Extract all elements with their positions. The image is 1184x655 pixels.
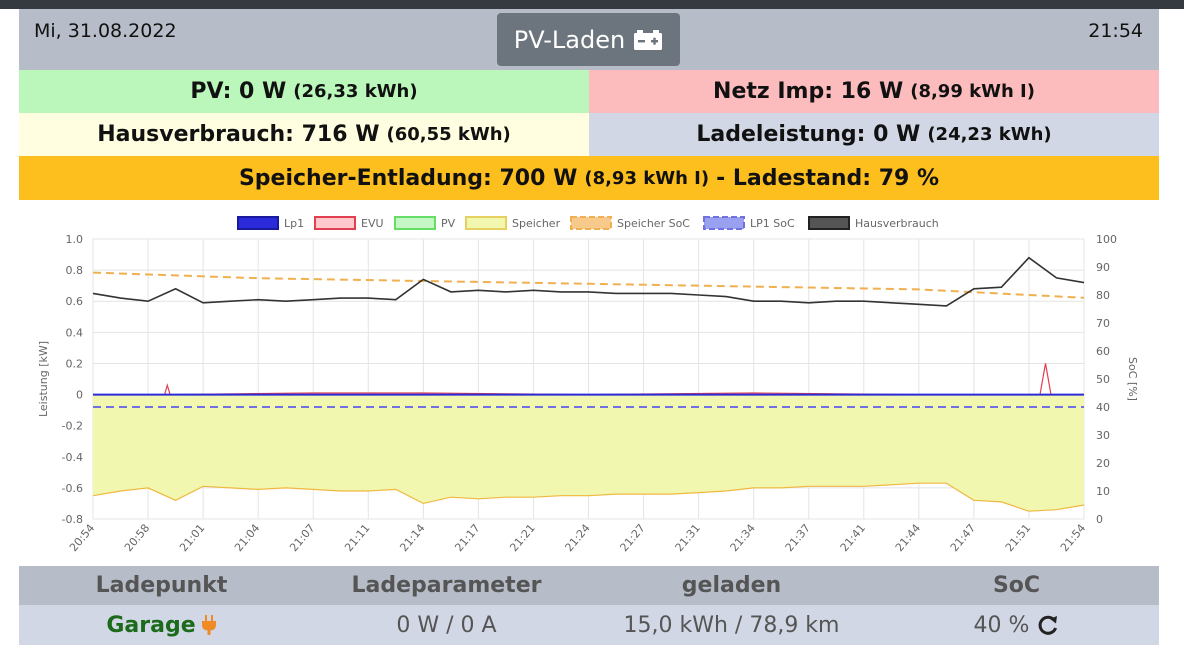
x-tick-label: 21:11	[342, 522, 372, 555]
grid-power: Netz Imp: 16 W	[713, 79, 904, 104]
table-row[interactable]: Garage 0 W / 0 A 15,0 kWh / 78,9 km 40 %	[19, 605, 1159, 645]
header: Mi, 31.08.2022 PV-Laden 21:54	[19, 9, 1159, 70]
power-chart-svg: 1.0 0.8 0.6 0.4 0.2 0 -0.2 -0.4 -0.6 -0.820:54 20:…	[37, 216, 1139, 555]
plug-icon	[201, 615, 216, 635]
y-tick-label: 1.0	[66, 233, 84, 246]
y2-tick-label: 90	[1096, 261, 1110, 274]
x-tick-label: 21:44	[893, 522, 923, 555]
top-bar	[0, 0, 1184, 9]
legend-swatch	[570, 216, 612, 230]
x-tick-label: 21:31	[673, 522, 703, 555]
x-tick-label: 21:17	[452, 522, 482, 555]
legend-label: Speicher	[512, 217, 561, 230]
legend-swatch	[394, 216, 436, 230]
x-tick-label: 20:54	[67, 522, 97, 555]
series-speicher-line	[92, 482, 1085, 512]
x-tick-label: 21:14	[397, 522, 427, 555]
grid-energy: (8,99 kWh I)	[910, 81, 1035, 102]
chargepoint-table-header: Ladepunkt Ladeparameter geladen SoC	[19, 566, 1159, 605]
legend-swatch	[237, 216, 279, 230]
y-tick-label: -0.4	[62, 451, 83, 464]
legend-swatch	[808, 216, 850, 230]
x-tick-label: 21:24	[562, 522, 592, 555]
y-tick-label: 0.6	[66, 295, 84, 308]
header-soc: SoC	[992, 573, 1041, 598]
legend-label: EVU	[361, 217, 384, 230]
y-tick-label: -0.6	[62, 482, 83, 495]
legend-label: Speicher SoC	[617, 217, 690, 230]
vehicle-soc: 40 %	[973, 612, 1030, 638]
header-parameters: Ladeparameter	[351, 573, 542, 598]
charging-power: Ladeleistung: 0 W	[696, 122, 921, 147]
pv-power: PV: 0 W	[190, 79, 287, 104]
y-axis-title: Leistung [kW]	[37, 341, 50, 417]
house-consumption-status: Hausverbrauch: 716 W (60,55 kWh)	[19, 113, 589, 156]
y-tick-label: 0.2	[66, 357, 84, 370]
y-tick-label: 0.4	[66, 326, 84, 339]
grid-status: Netz Imp: 16 W (8,99 kWh I)	[589, 70, 1159, 113]
x-tick-label: 21:21	[507, 522, 537, 555]
x-tick-label: 21:07	[287, 522, 317, 555]
y2-axis-title: SoC [%]	[1126, 357, 1139, 401]
legend-swatch	[703, 216, 745, 230]
header-chargepoint: Ladepunkt	[95, 573, 228, 598]
storage-status: Speicher-Entladung: 700 W (8,93 kWh I) - L…	[19, 156, 1159, 200]
series-hausverbrauch-line	[92, 256, 1085, 307]
x-tick-label: 21:01	[177, 522, 207, 555]
charge-parameters: 0 W / 0 A	[396, 612, 497, 638]
x-tick-label: 21:37	[783, 522, 813, 555]
legend-label: LP1 SoC	[750, 217, 795, 230]
y2-tick-label: 100	[1096, 233, 1117, 246]
x-tick-label: 21:41	[838, 522, 868, 555]
y-tick-label: -0.2	[62, 420, 83, 433]
x-tick-label: 21:54	[1058, 522, 1088, 555]
legend-label: Hausverbrauch	[855, 217, 939, 230]
y2-tick-label: 0	[1096, 513, 1103, 526]
storage-power: Speicher-Entladung: 700 W	[238, 165, 578, 191]
y2-tick-label: 80	[1096, 289, 1110, 302]
power-chart: 1.0 0.8 0.6 0.4 0.2 0 -0.2 -0.4 -0.6 -0.8 20:54 20:…	[19, 206, 1159, 561]
legend-label: Lp1	[284, 217, 304, 230]
x-tick-label: 21:51	[1003, 522, 1033, 555]
storage-energy: (8,93 kWh I)	[584, 167, 710, 189]
charged-amount: 15,0 kWh / 78,9 km	[623, 612, 840, 638]
pv-energy: (26,33 kWh)	[293, 81, 418, 102]
house-power: Hausverbrauch: 716 W	[97, 122, 380, 147]
y2-tick-label: 30	[1096, 429, 1110, 442]
chargepoint-name[interactable]: Garage	[106, 612, 196, 638]
charge-mode-label: PV-Laden	[513, 25, 626, 54]
header-charged: geladen	[681, 573, 782, 598]
charging-power-status: Ladeleistung: 0 W (24,23 kWh)	[589, 113, 1159, 156]
y2-tick-label: 10	[1096, 485, 1110, 498]
y-tick-label: -0.8	[62, 513, 83, 526]
charge-mode-button[interactable]: PV-Laden	[497, 13, 680, 66]
y2-tick-label: 60	[1096, 345, 1110, 358]
series-speicher-soc-line	[92, 271, 1085, 299]
y-tick-label: 0	[76, 389, 83, 402]
legend-label: PV	[441, 217, 456, 230]
house-energy: (60,55 kWh)	[386, 124, 511, 145]
charging-energy: (24,23 kWh)	[927, 124, 1052, 145]
pv-status: PV: 0 W (26,33 kWh)	[19, 70, 589, 113]
refresh-icon[interactable]	[1037, 614, 1059, 636]
y2-tick-label: 40	[1096, 401, 1110, 414]
x-tick-label: 21:47	[948, 522, 978, 555]
storage-soc: - Ladestand: 79 %	[716, 165, 940, 191]
legend-swatch	[465, 216, 507, 230]
x-tick-label: 20:58	[122, 522, 152, 555]
series-speicher-area	[93, 394, 1084, 512]
x-tick-label: 21:27	[618, 522, 648, 555]
y2-tick-label: 20	[1096, 457, 1110, 470]
x-tick-label: 21:34	[728, 522, 758, 555]
y2-tick-label: 50	[1096, 373, 1110, 386]
y-tick-label: 0.8	[66, 264, 84, 277]
x-tick-label: 21:04	[232, 522, 262, 555]
y2-tick-label: 70	[1096, 317, 1110, 330]
battery-icon	[634, 29, 663, 50]
current-date: Mi, 31.08.2022	[34, 20, 177, 42]
current-time: 21:54	[1088, 20, 1143, 42]
legend-swatch	[314, 216, 356, 230]
chargepoint-cell[interactable]: Garage	[19, 605, 304, 645]
soc-cell: 40 %	[874, 605, 1159, 645]
